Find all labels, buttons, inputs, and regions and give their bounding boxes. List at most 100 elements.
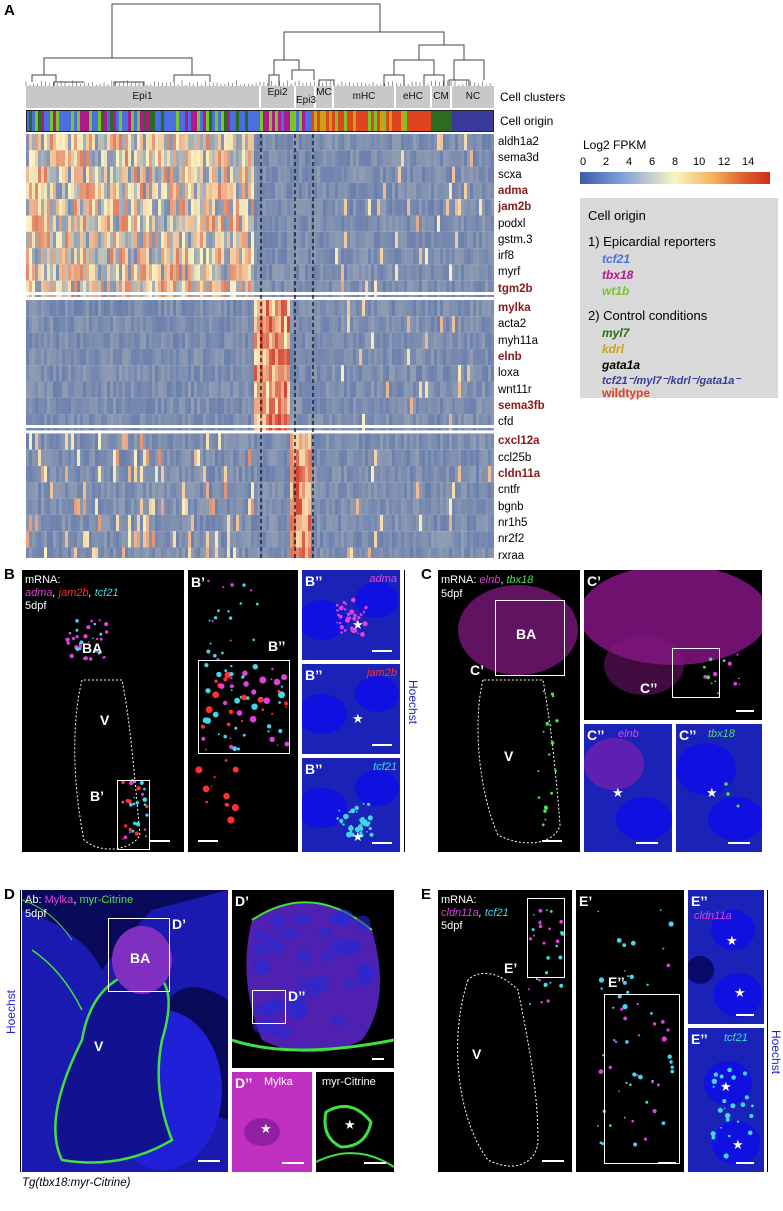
heatmap-cell: [239, 264, 243, 281]
heatmap-cell: [182, 166, 186, 183]
heatmap-cell: [278, 332, 282, 349]
heatmap-cell: [191, 449, 195, 466]
heatmap-cell: [404, 332, 408, 349]
origin-cell: [191, 111, 195, 131]
heatmap-cell: [377, 397, 381, 415]
heatmap-cell: [431, 300, 435, 317]
heatmap-cell: [377, 348, 381, 366]
signal-dot: [242, 670, 248, 677]
heatmap-cell: [368, 166, 372, 183]
heatmap-cell: [119, 365, 123, 382]
origin-cell: [92, 111, 96, 131]
heatmap-cell: [434, 134, 438, 151]
heatmap-cell: [95, 134, 99, 151]
heatmap-cell: [335, 264, 339, 281]
heatmap-cell: [254, 332, 258, 349]
heatmap-cell: [248, 365, 252, 382]
heatmap-cell: [29, 182, 33, 200]
heatmap-cell: [170, 166, 174, 183]
heatmap-cell: [335, 498, 339, 515]
heatmap-cell: [302, 365, 306, 382]
heatmap-cell: [185, 182, 189, 200]
heatmap-cell: [341, 280, 345, 297]
heatmap-cell: [200, 264, 204, 281]
heatmap-cell: [116, 365, 120, 382]
heatmap-cell: [449, 348, 453, 366]
heatmap-cell: [467, 231, 471, 249]
heatmap-cell: [377, 514, 381, 532]
heatmap-cell: [386, 150, 390, 167]
heatmap-cell: [143, 332, 147, 349]
heatmap-cell: [230, 199, 234, 216]
heatmap-cell: [50, 150, 54, 167]
heatmap-cell: [197, 433, 201, 450]
heatmap-cell: [41, 280, 45, 297]
heatmap-cell: [158, 199, 162, 216]
heatmap-cell: [290, 150, 294, 167]
heatmap-cell: [281, 316, 285, 333]
heatmap-cell: [59, 264, 63, 281]
heatmap-cell: [107, 466, 111, 483]
heatmap-cell: [485, 332, 489, 349]
signal-dot: [75, 619, 79, 623]
heatmap-cell: [455, 199, 459, 216]
heatmap-cell: [104, 215, 108, 232]
heatmap-cell: [56, 166, 60, 183]
heatmap-cell: [413, 466, 417, 483]
heatmap-cell: [146, 482, 150, 499]
signal-dot: [249, 715, 257, 723]
origin-cell: [326, 111, 330, 131]
heatmap-cell: [446, 280, 450, 297]
heatmap-cell: [329, 199, 333, 216]
heatmap-cell: [119, 166, 123, 183]
heatmap-cell: [233, 482, 237, 499]
heatmap-cell: [65, 166, 69, 183]
heatmap-cell: [350, 215, 354, 232]
heatmap-cell: [128, 449, 132, 466]
origin-cell: [383, 111, 387, 131]
heatmap-cell: [137, 199, 141, 216]
heatmap-cell: [425, 166, 429, 183]
heatmap-cell: [413, 381, 417, 398]
heatmap-cell: [116, 414, 120, 431]
heatmap-cell: [314, 231, 318, 249]
heatmap-cell: [125, 498, 129, 515]
heatmap-cell: [152, 449, 156, 466]
heatmap-cell: [149, 199, 153, 216]
heatmap-cell: [83, 466, 87, 483]
heatmap-cell: [71, 498, 75, 515]
heatmap-cell: [77, 348, 81, 366]
heatmap-cell: [275, 300, 279, 317]
heatmap-cell: [359, 365, 363, 382]
heatmap-cell: [212, 365, 216, 382]
heatmap-cell: [410, 231, 414, 249]
heatmap-cell: [41, 300, 45, 317]
heatmap-cell: [164, 531, 168, 548]
heatmap-cell: [395, 280, 399, 297]
heatmap-cell: [137, 166, 141, 183]
heatmap-cell: [224, 231, 228, 249]
heatmap-cell: [212, 433, 216, 450]
dendrogram: [25, 3, 491, 86]
heatmap-cell: [29, 547, 33, 558]
heatmap-cell: [320, 466, 324, 483]
heatmap-cell: [65, 316, 69, 333]
heatmap-cell: [68, 150, 72, 167]
heatmap-cell: [404, 134, 408, 151]
heatmap-cell: [50, 166, 54, 183]
signal-dot: [280, 685, 284, 688]
nucleus: [271, 940, 286, 956]
signal-dot: [349, 824, 353, 827]
heatmap-cell: [266, 397, 270, 415]
heatmap-cell: [392, 348, 396, 366]
heatmap-cell: [467, 134, 471, 151]
heatmap-cell: [485, 547, 489, 558]
heatmap-cell: [248, 231, 252, 249]
heatmap-cell: [209, 264, 213, 281]
heatmap-cell: [278, 348, 282, 366]
heatmap-cell: [380, 316, 384, 333]
heatmap-cell: [317, 547, 321, 558]
heatmap-cell: [152, 348, 156, 366]
heatmap-cell: [59, 498, 63, 515]
heatmap-cell: [395, 150, 399, 167]
